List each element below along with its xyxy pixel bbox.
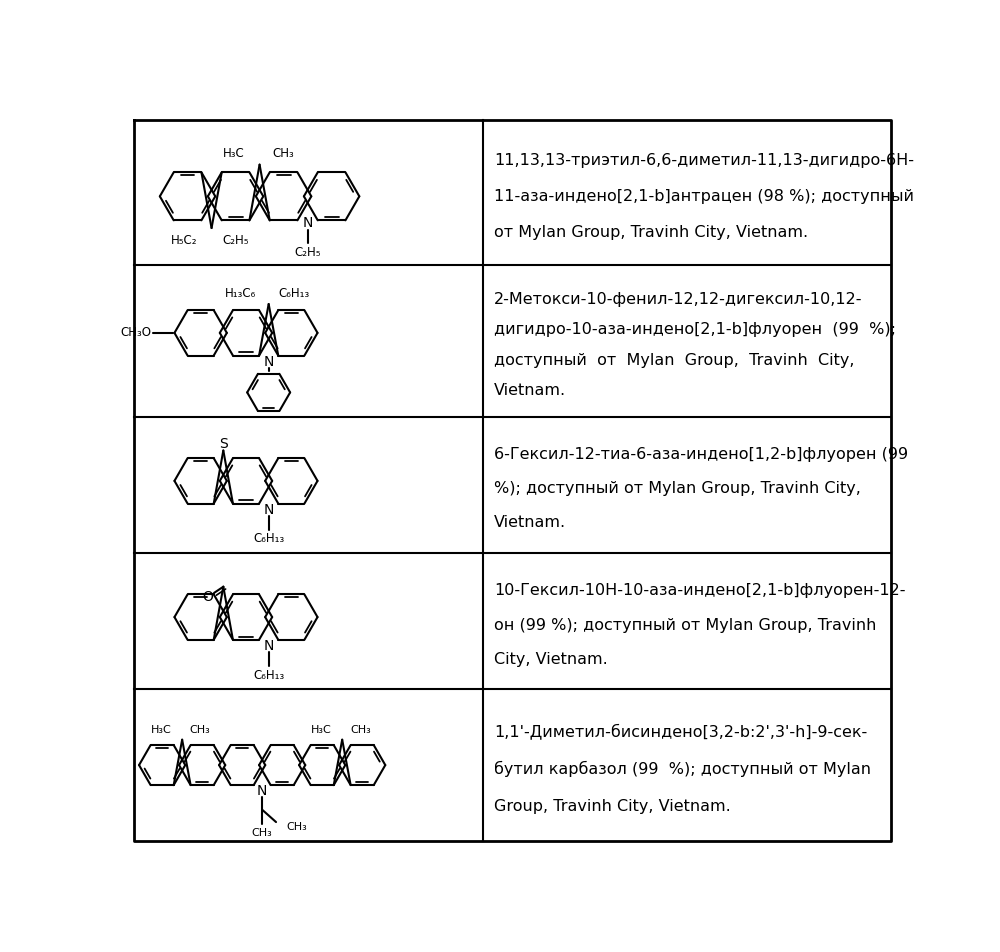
Text: C₂H₅: C₂H₅ xyxy=(294,247,321,259)
Text: 2-Метокси-10-фенил-12,12-дигексил-10,12-: 2-Метокси-10-фенил-12,12-дигексил-10,12- xyxy=(494,292,863,307)
Text: дигидро-10-аза-индено[2,1-b]флуорен  (99  %);: дигидро-10-аза-индено[2,1-b]флуорен (99 … xyxy=(494,323,896,337)
Text: N: N xyxy=(263,503,274,517)
Text: City, Vietnam.: City, Vietnam. xyxy=(494,651,608,666)
Text: 11-аза-индено[2,1-b]антрацен (98 %); доступный: 11-аза-индено[2,1-b]антрацен (98 %); дос… xyxy=(494,188,914,204)
Text: C₆H₁₃: C₆H₁₃ xyxy=(253,668,284,682)
Text: 6-Гексил-12-тиа-6-аза-индено[1,2-b]флуорен (99: 6-Гексил-12-тиа-6-аза-индено[1,2-b]флуор… xyxy=(494,447,908,463)
Text: 11,13,13-триэтил-6,6-диметил-11,13-дигидро-6Н-: 11,13,13-триэтил-6,6-диметил-11,13-дигид… xyxy=(494,153,914,168)
Text: 10-Гексил-10Н-10-аза-индено[2,1-b]флуорен-12-: 10-Гексил-10Н-10-аза-индено[2,1-b]флуоре… xyxy=(494,584,906,599)
Text: S: S xyxy=(219,437,228,451)
Text: N: N xyxy=(302,216,313,230)
Text: O: O xyxy=(202,590,213,605)
Text: CH₃O: CH₃O xyxy=(120,327,151,339)
Text: CH₃: CH₃ xyxy=(252,828,273,838)
Text: бутил карбазол (99  %); доступный от Mylan: бутил карбазол (99 %); доступный от Myla… xyxy=(494,762,871,778)
Text: H₅C₂: H₅C₂ xyxy=(171,234,198,247)
Text: H₃C: H₃C xyxy=(311,725,331,736)
Text: C₆H₁₃: C₆H₁₃ xyxy=(278,287,309,300)
Text: H₃C: H₃C xyxy=(222,148,244,160)
Text: H₁₃C₆: H₁₃C₆ xyxy=(225,287,256,300)
Text: 1,1'-Диметил-бисиндено[3,2-b:2',3'-h]-9-сек-: 1,1'-Диметил-бисиндено[3,2-b:2',3'-h]-9-… xyxy=(494,724,867,739)
Text: %); доступный от Mylan Group, Travinh City,: %); доступный от Mylan Group, Travinh Ci… xyxy=(494,482,861,496)
Text: H₃C: H₃C xyxy=(151,725,171,736)
Text: доступный  от  Mylan  Group,  Travinh  City,: доступный от Mylan Group, Travinh City, xyxy=(494,353,855,367)
Text: Group, Travinh City, Vietnam.: Group, Travinh City, Vietnam. xyxy=(494,800,731,814)
Text: CH₃: CH₃ xyxy=(272,148,294,160)
Text: CH₃: CH₃ xyxy=(287,822,308,832)
Text: Vietnam.: Vietnam. xyxy=(494,383,566,398)
Text: C₂H₅: C₂H₅ xyxy=(222,234,249,247)
Text: Vietnam.: Vietnam. xyxy=(494,515,566,530)
Text: N: N xyxy=(257,784,267,798)
Text: он (99 %); доступный от Mylan Group, Travinh: он (99 %); доступный от Mylan Group, Tra… xyxy=(494,618,876,632)
Text: от Mylan Group, Travinh City, Vietnam.: от Mylan Group, Travinh City, Vietnam. xyxy=(494,225,808,240)
Text: CH₃: CH₃ xyxy=(350,725,371,736)
Text: N: N xyxy=(263,355,274,368)
Text: C₆H₁₃: C₆H₁₃ xyxy=(253,532,284,545)
Text: CH₃: CH₃ xyxy=(190,725,211,736)
Text: N: N xyxy=(263,639,274,653)
